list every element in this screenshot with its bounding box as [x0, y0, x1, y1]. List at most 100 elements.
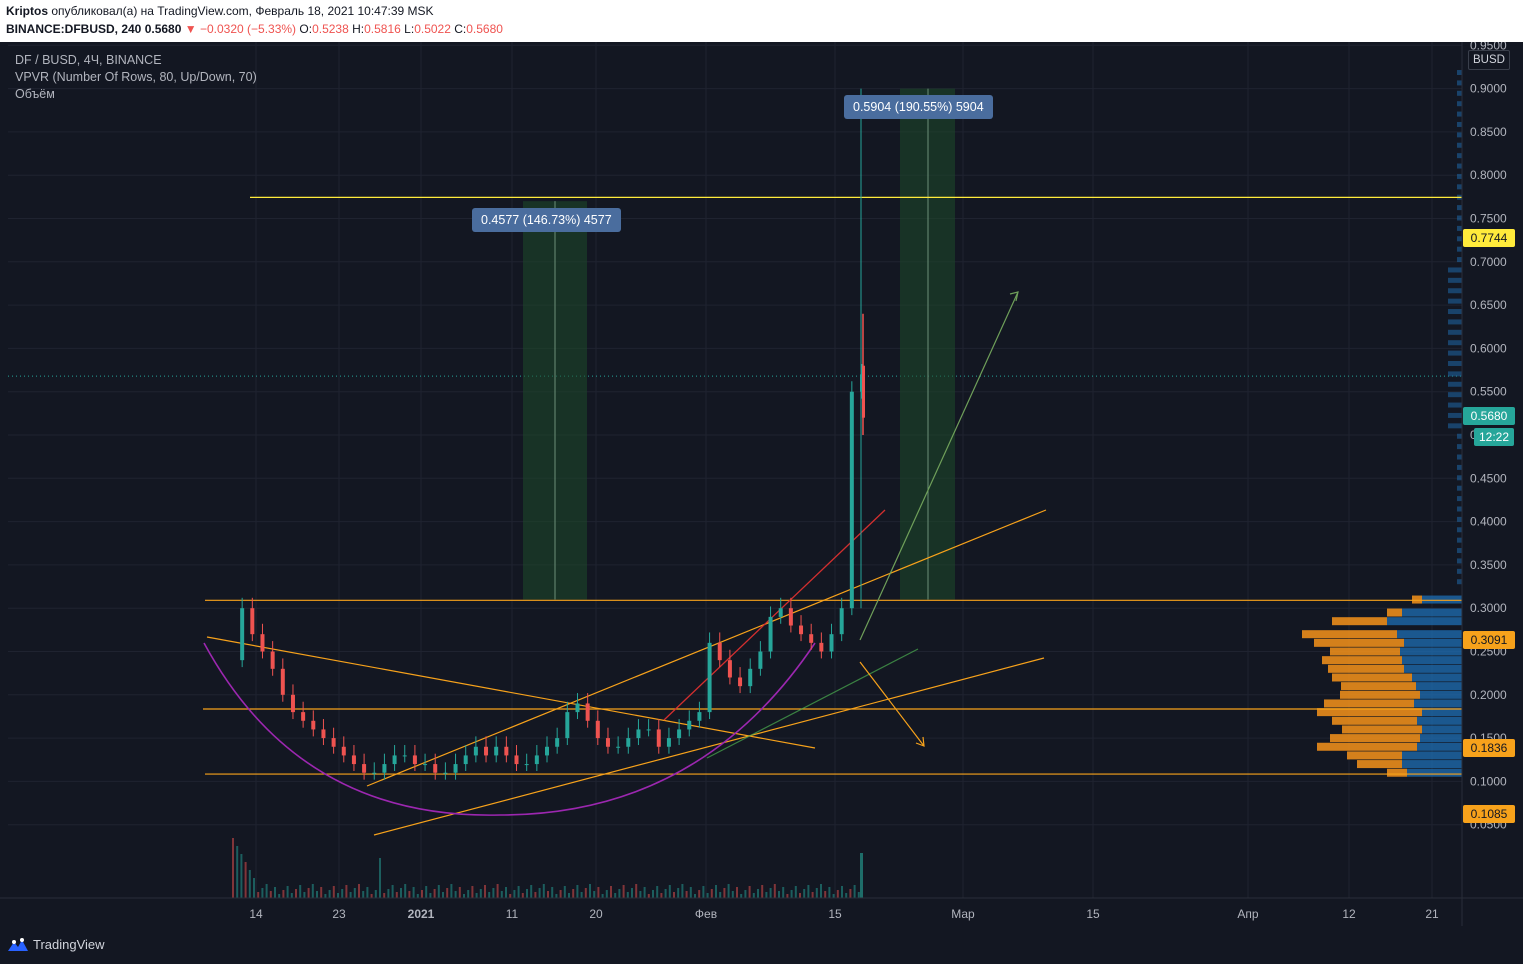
volume-bar	[786, 894, 789, 898]
y-tick-label: 0.8500	[1470, 125, 1507, 139]
volume-bar	[631, 888, 633, 898]
grid-lines	[8, 42, 1462, 898]
volume-bar	[576, 885, 579, 898]
vpvr-row-thin	[1457, 215, 1462, 221]
volume-bar	[311, 884, 314, 898]
candle-body	[799, 625, 804, 635]
candle-body	[362, 764, 367, 773]
vpvr-row-thin	[1457, 433, 1462, 439]
vpvr-row-thin	[1457, 184, 1462, 190]
volume-bar	[345, 885, 348, 898]
currency-badge[interactable]: BUSD	[1468, 50, 1510, 70]
volume-bar	[324, 894, 327, 898]
vpvr-row-thin	[1457, 548, 1462, 554]
volume-bar-spike	[860, 853, 863, 898]
candle-body	[311, 720, 316, 730]
vpvr-row-thin	[1457, 475, 1462, 481]
volume-bar	[295, 889, 297, 898]
measure-label-first[interactable]: 0.4577 (146.73%) 4577	[472, 208, 621, 232]
volume-bar	[664, 889, 667, 898]
vpvr-row-thin	[1448, 319, 1462, 325]
candle-body	[280, 668, 285, 695]
volume-bars	[232, 838, 863, 898]
y-tick-label: 0.7500	[1470, 212, 1507, 226]
volume-bar	[765, 892, 768, 898]
candle-body	[839, 608, 844, 635]
volume-bar	[467, 890, 470, 898]
volume-bar	[358, 884, 360, 898]
volume-bar	[857, 892, 860, 898]
vpvr-row-thin	[1448, 392, 1462, 398]
author-name[interactable]: Kriptos	[6, 4, 48, 18]
vpvr-row-thin	[1457, 516, 1462, 522]
measure-label-second[interactable]: 0.5904 (190.55%) 5904	[844, 95, 993, 119]
volume-bar	[542, 884, 545, 898]
vpvr-row-down	[1341, 682, 1416, 691]
arrowhead-up	[1009, 291, 1019, 302]
tradingview-logo-icon[interactable]	[7, 938, 29, 952]
vpvr-row-thin	[1457, 132, 1462, 138]
volume-bar	[446, 888, 449, 898]
vpvr-row-thin	[1448, 412, 1462, 418]
volume-bar	[794, 886, 797, 898]
x-tick-label: 15	[1086, 907, 1100, 921]
vpvr-row-thin	[1457, 173, 1462, 179]
volume-bar	[815, 888, 818, 898]
drawing-tools	[203, 88, 1462, 836]
candle-body	[412, 755, 417, 765]
x-tick-label: Апр	[1237, 907, 1259, 921]
candle-body	[484, 746, 489, 756]
legend-title[interactable]: DF / BUSD, 4Ч, BINANCE	[15, 53, 162, 67]
y-tick-label: 0.2000	[1470, 688, 1507, 702]
volume-bar	[408, 891, 411, 898]
trendline-up-channel-bottom	[373, 657, 1045, 836]
tradingview-brand[interactable]: TradingView	[33, 937, 105, 952]
y-tick-label: 0.7000	[1470, 255, 1507, 269]
vpvr-row-up	[1404, 638, 1462, 647]
x-tick-label: 15	[828, 907, 842, 921]
volume-bar	[328, 890, 331, 898]
volume-bar	[320, 887, 323, 898]
legend-vpvr[interactable]: VPVR (Number Of Rows, 80, Up/Down, 70)	[15, 70, 257, 84]
y-tick-label: 0.3000	[1470, 601, 1507, 615]
candle-body	[290, 694, 295, 713]
vpvr-row-down	[1330, 647, 1400, 656]
volume-bar	[635, 884, 638, 898]
candle-body	[494, 746, 499, 756]
volume-bar	[484, 885, 486, 898]
volume-bar	[568, 893, 570, 898]
vpvr-row-down	[1317, 742, 1417, 751]
chart-area[interactable]: 0.9500 0.9000 0.8500 0.8000 0.7500 0.7000 0.65…	[0, 42, 1523, 964]
trendline-up-channel-top	[366, 509, 1047, 787]
x-tick-label: Мар	[951, 907, 975, 921]
volume-bar	[521, 893, 524, 898]
candle-body	[595, 720, 600, 739]
vpvr-row-thin	[1457, 558, 1462, 564]
volume-bar	[647, 894, 650, 898]
candle-body	[372, 772, 377, 774]
volume-bar	[299, 885, 302, 898]
volume-bar	[660, 893, 663, 898]
volume-bar	[828, 887, 831, 898]
vpvr-row-down	[1330, 734, 1420, 743]
vpvr-row-up	[1422, 725, 1462, 734]
candle-body	[605, 738, 610, 747]
candle-body	[443, 772, 448, 774]
price-label-current: 0.5680	[1463, 407, 1515, 425]
volume-bar	[513, 890, 516, 898]
time-axis: 14 23 2021 11 20 Фев 15 Мар 15 Апр 12 21	[0, 897, 1523, 921]
volume-bar	[748, 886, 751, 898]
chart-canvas[interactable]: 0.9500 0.9000 0.8500 0.8000 0.7500 0.7000 0.65…	[0, 42, 1523, 926]
candle-body	[575, 703, 580, 713]
candle-body	[301, 712, 306, 721]
high-value: 0.5816	[364, 22, 401, 36]
volume-bar	[505, 887, 507, 898]
vpvr-row-thin	[1448, 309, 1462, 315]
volume-bar	[412, 887, 415, 898]
vpvr-row-up	[1387, 617, 1462, 626]
volume-bar	[807, 885, 810, 898]
legend-volume[interactable]: Объём	[15, 87, 55, 101]
volume-bar	[454, 891, 457, 898]
low-label: L:	[404, 22, 415, 36]
candlestick-series	[240, 88, 865, 780]
